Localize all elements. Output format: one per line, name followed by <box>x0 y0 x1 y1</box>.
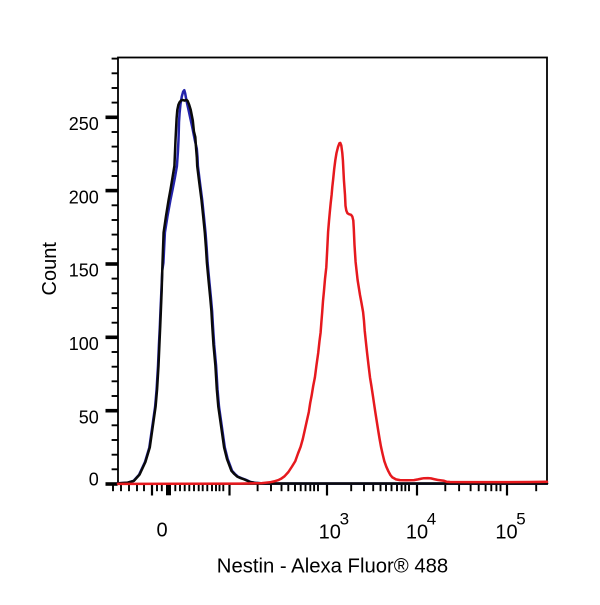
svg-text:0: 0 <box>156 520 167 542</box>
svg-text:10: 10 <box>406 522 428 544</box>
svg-text:4: 4 <box>427 510 436 529</box>
svg-text:250: 250 <box>69 114 99 134</box>
svg-text:3: 3 <box>340 510 349 529</box>
svg-text:10: 10 <box>495 522 517 544</box>
svg-text:Nestin - Alexa Fluor® 488: Nestin - Alexa Fluor® 488 <box>217 555 448 577</box>
svg-text:0: 0 <box>89 469 99 489</box>
svg-text:Count: Count <box>39 242 61 296</box>
svg-text:150: 150 <box>69 261 99 281</box>
svg-text:50: 50 <box>79 407 99 427</box>
svg-text:10: 10 <box>319 522 341 544</box>
svg-text:200: 200 <box>69 187 99 207</box>
svg-text:5: 5 <box>516 510 525 529</box>
svg-text:100: 100 <box>69 334 99 354</box>
